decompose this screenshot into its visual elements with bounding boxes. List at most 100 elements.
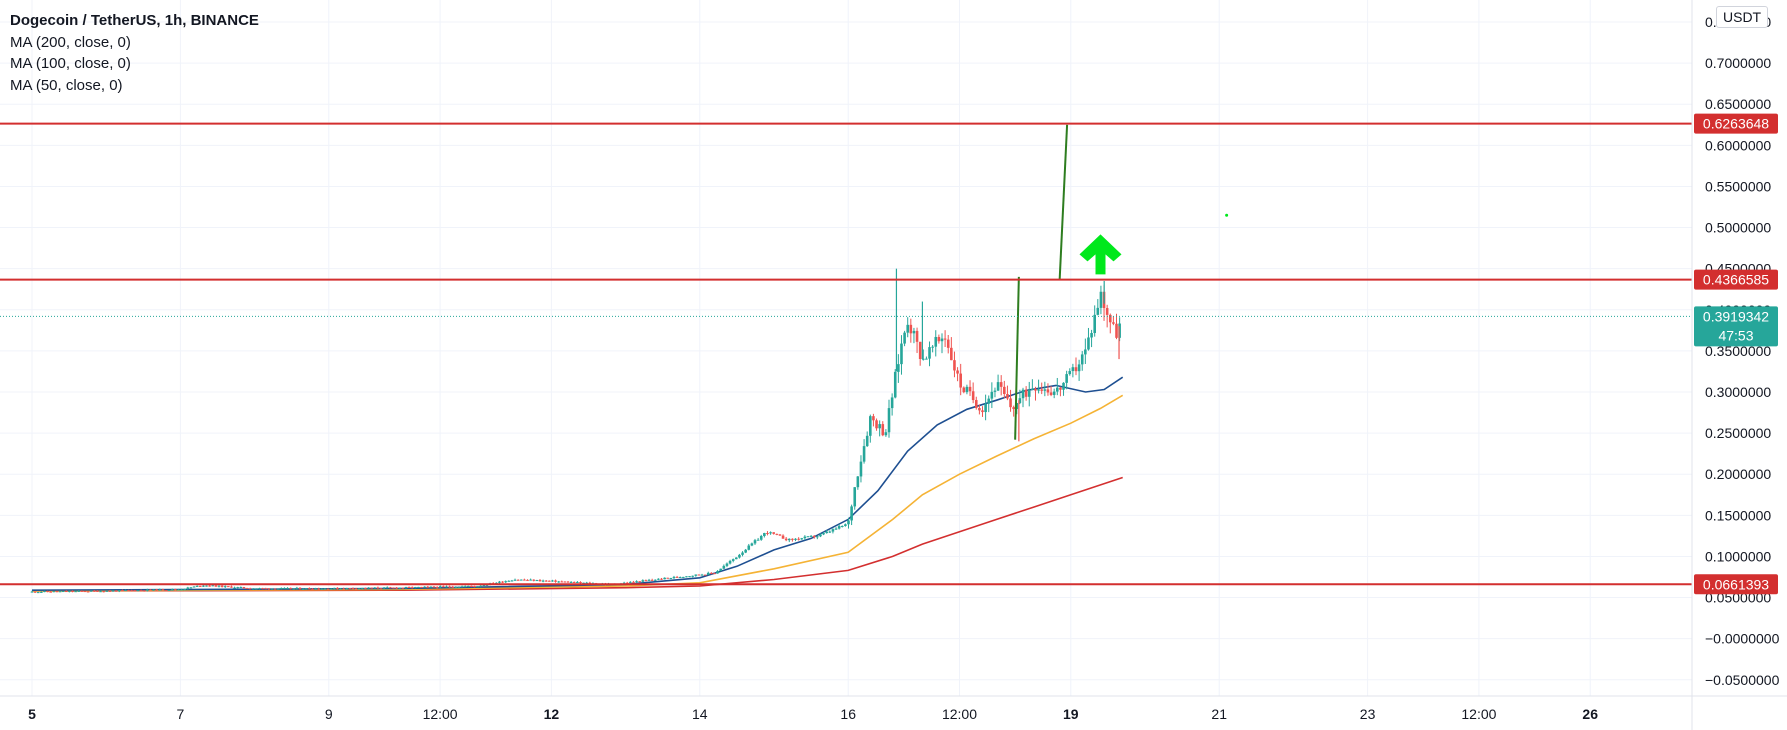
candle-body xyxy=(242,587,246,589)
candle-body xyxy=(348,588,352,590)
y-tick-label: 0.5000000 xyxy=(1705,220,1771,236)
legend-ma100[interactable]: MA (100, close, 0) xyxy=(10,55,131,72)
candle-body xyxy=(255,588,258,590)
candle-body xyxy=(697,574,701,576)
candle-body xyxy=(71,591,74,593)
candle-body xyxy=(245,588,249,590)
candle-body xyxy=(36,592,40,594)
candle-body xyxy=(688,576,691,578)
y-tick-label: −0.0000000 xyxy=(1705,631,1780,647)
candle-body xyxy=(117,590,121,592)
candle-body xyxy=(1031,388,1034,391)
candle-body xyxy=(582,582,585,584)
candle-body xyxy=(357,588,361,590)
legend-ma200[interactable]: MA (200, close, 0) xyxy=(10,33,131,51)
candle-body xyxy=(912,330,916,334)
plot-area[interactable] xyxy=(0,0,1692,696)
candle-body xyxy=(308,588,311,590)
candle-body xyxy=(529,579,532,581)
candle-body xyxy=(809,535,813,537)
candle-body xyxy=(217,585,221,587)
candle-body xyxy=(563,581,567,583)
candle-body xyxy=(326,588,330,590)
candle-body xyxy=(301,588,305,590)
candle-body xyxy=(1065,374,1068,383)
candle-body xyxy=(432,586,436,588)
candle-body xyxy=(354,588,358,590)
candle-body xyxy=(753,540,757,544)
candle-body xyxy=(837,526,841,529)
candle-body xyxy=(438,586,442,588)
candle-body xyxy=(978,407,981,411)
candle-body xyxy=(747,545,751,550)
candle-body xyxy=(364,587,367,589)
x-tick-label: 12:00 xyxy=(423,706,458,722)
horizontal-levels[interactable] xyxy=(0,122,1692,586)
candle-body xyxy=(903,332,906,344)
candle-body xyxy=(856,476,860,488)
candle-body xyxy=(629,581,632,583)
candle-body xyxy=(1077,364,1081,372)
candle-body xyxy=(579,582,582,584)
candle-body xyxy=(1040,389,1044,391)
candle-body xyxy=(280,588,283,590)
ma-line xyxy=(31,476,1123,592)
candle-body xyxy=(909,324,913,334)
y-tick-label: 0.3500000 xyxy=(1705,343,1771,359)
candle-body xyxy=(925,358,928,360)
candle-body xyxy=(1012,407,1015,410)
candle-body xyxy=(806,536,810,538)
candle-body xyxy=(850,506,853,521)
candle-body xyxy=(956,370,959,374)
grid xyxy=(0,0,1692,696)
candle-body xyxy=(825,531,828,534)
candle-body xyxy=(170,589,174,591)
candle-body xyxy=(576,582,579,584)
candle-body xyxy=(672,576,676,578)
candle-body xyxy=(921,358,925,360)
candle-body xyxy=(407,587,411,589)
candle-body xyxy=(398,587,402,589)
candle-body xyxy=(370,587,373,589)
level-price-tag xyxy=(1694,113,1778,134)
candle-body xyxy=(510,580,514,582)
candle-body xyxy=(376,587,380,589)
candle-body xyxy=(778,534,782,536)
candle-body xyxy=(466,585,470,587)
current-price-label: 0.3919342 xyxy=(1703,308,1769,324)
candle-body xyxy=(311,588,314,590)
candle-body xyxy=(859,461,863,477)
candle-body xyxy=(713,573,716,575)
candle-body xyxy=(448,586,451,588)
candle-body xyxy=(454,586,458,588)
candle-body xyxy=(803,536,807,539)
candle-body xyxy=(1009,398,1012,408)
legend-ma50[interactable]: MA (50, close, 0) xyxy=(10,76,123,94)
candle-body xyxy=(43,591,46,593)
candle-body xyxy=(569,581,573,583)
candle-body xyxy=(389,587,392,589)
symbol-title[interactable]: Dogecoin / TetherUS, 1h, BINANCE xyxy=(10,12,259,29)
candle-body xyxy=(158,589,162,591)
candle-body xyxy=(775,533,779,535)
currency-badge[interactable]: USDT xyxy=(1716,6,1769,28)
candle-body xyxy=(58,591,62,593)
candle-body xyxy=(507,580,511,582)
y-tick-label: 0.1500000 xyxy=(1705,507,1771,523)
candle-body xyxy=(149,589,152,591)
candle-body xyxy=(928,347,931,359)
candle-body xyxy=(1018,398,1022,403)
candle-body xyxy=(840,525,844,527)
candle-body xyxy=(987,398,991,404)
x-tick-label: 23 xyxy=(1360,706,1376,722)
candle-body xyxy=(996,382,1000,391)
candle-body xyxy=(451,586,455,588)
candle-body xyxy=(417,586,420,588)
candle-body xyxy=(46,591,49,593)
candle-body xyxy=(738,554,741,558)
candle-body xyxy=(30,591,34,593)
candle-body xyxy=(52,591,56,593)
time-axis[interactable]: 5 7 9 12:00 12 14 16 12:00 19 21 23 12:00 26 xyxy=(28,706,1598,722)
candle-body xyxy=(86,591,90,593)
